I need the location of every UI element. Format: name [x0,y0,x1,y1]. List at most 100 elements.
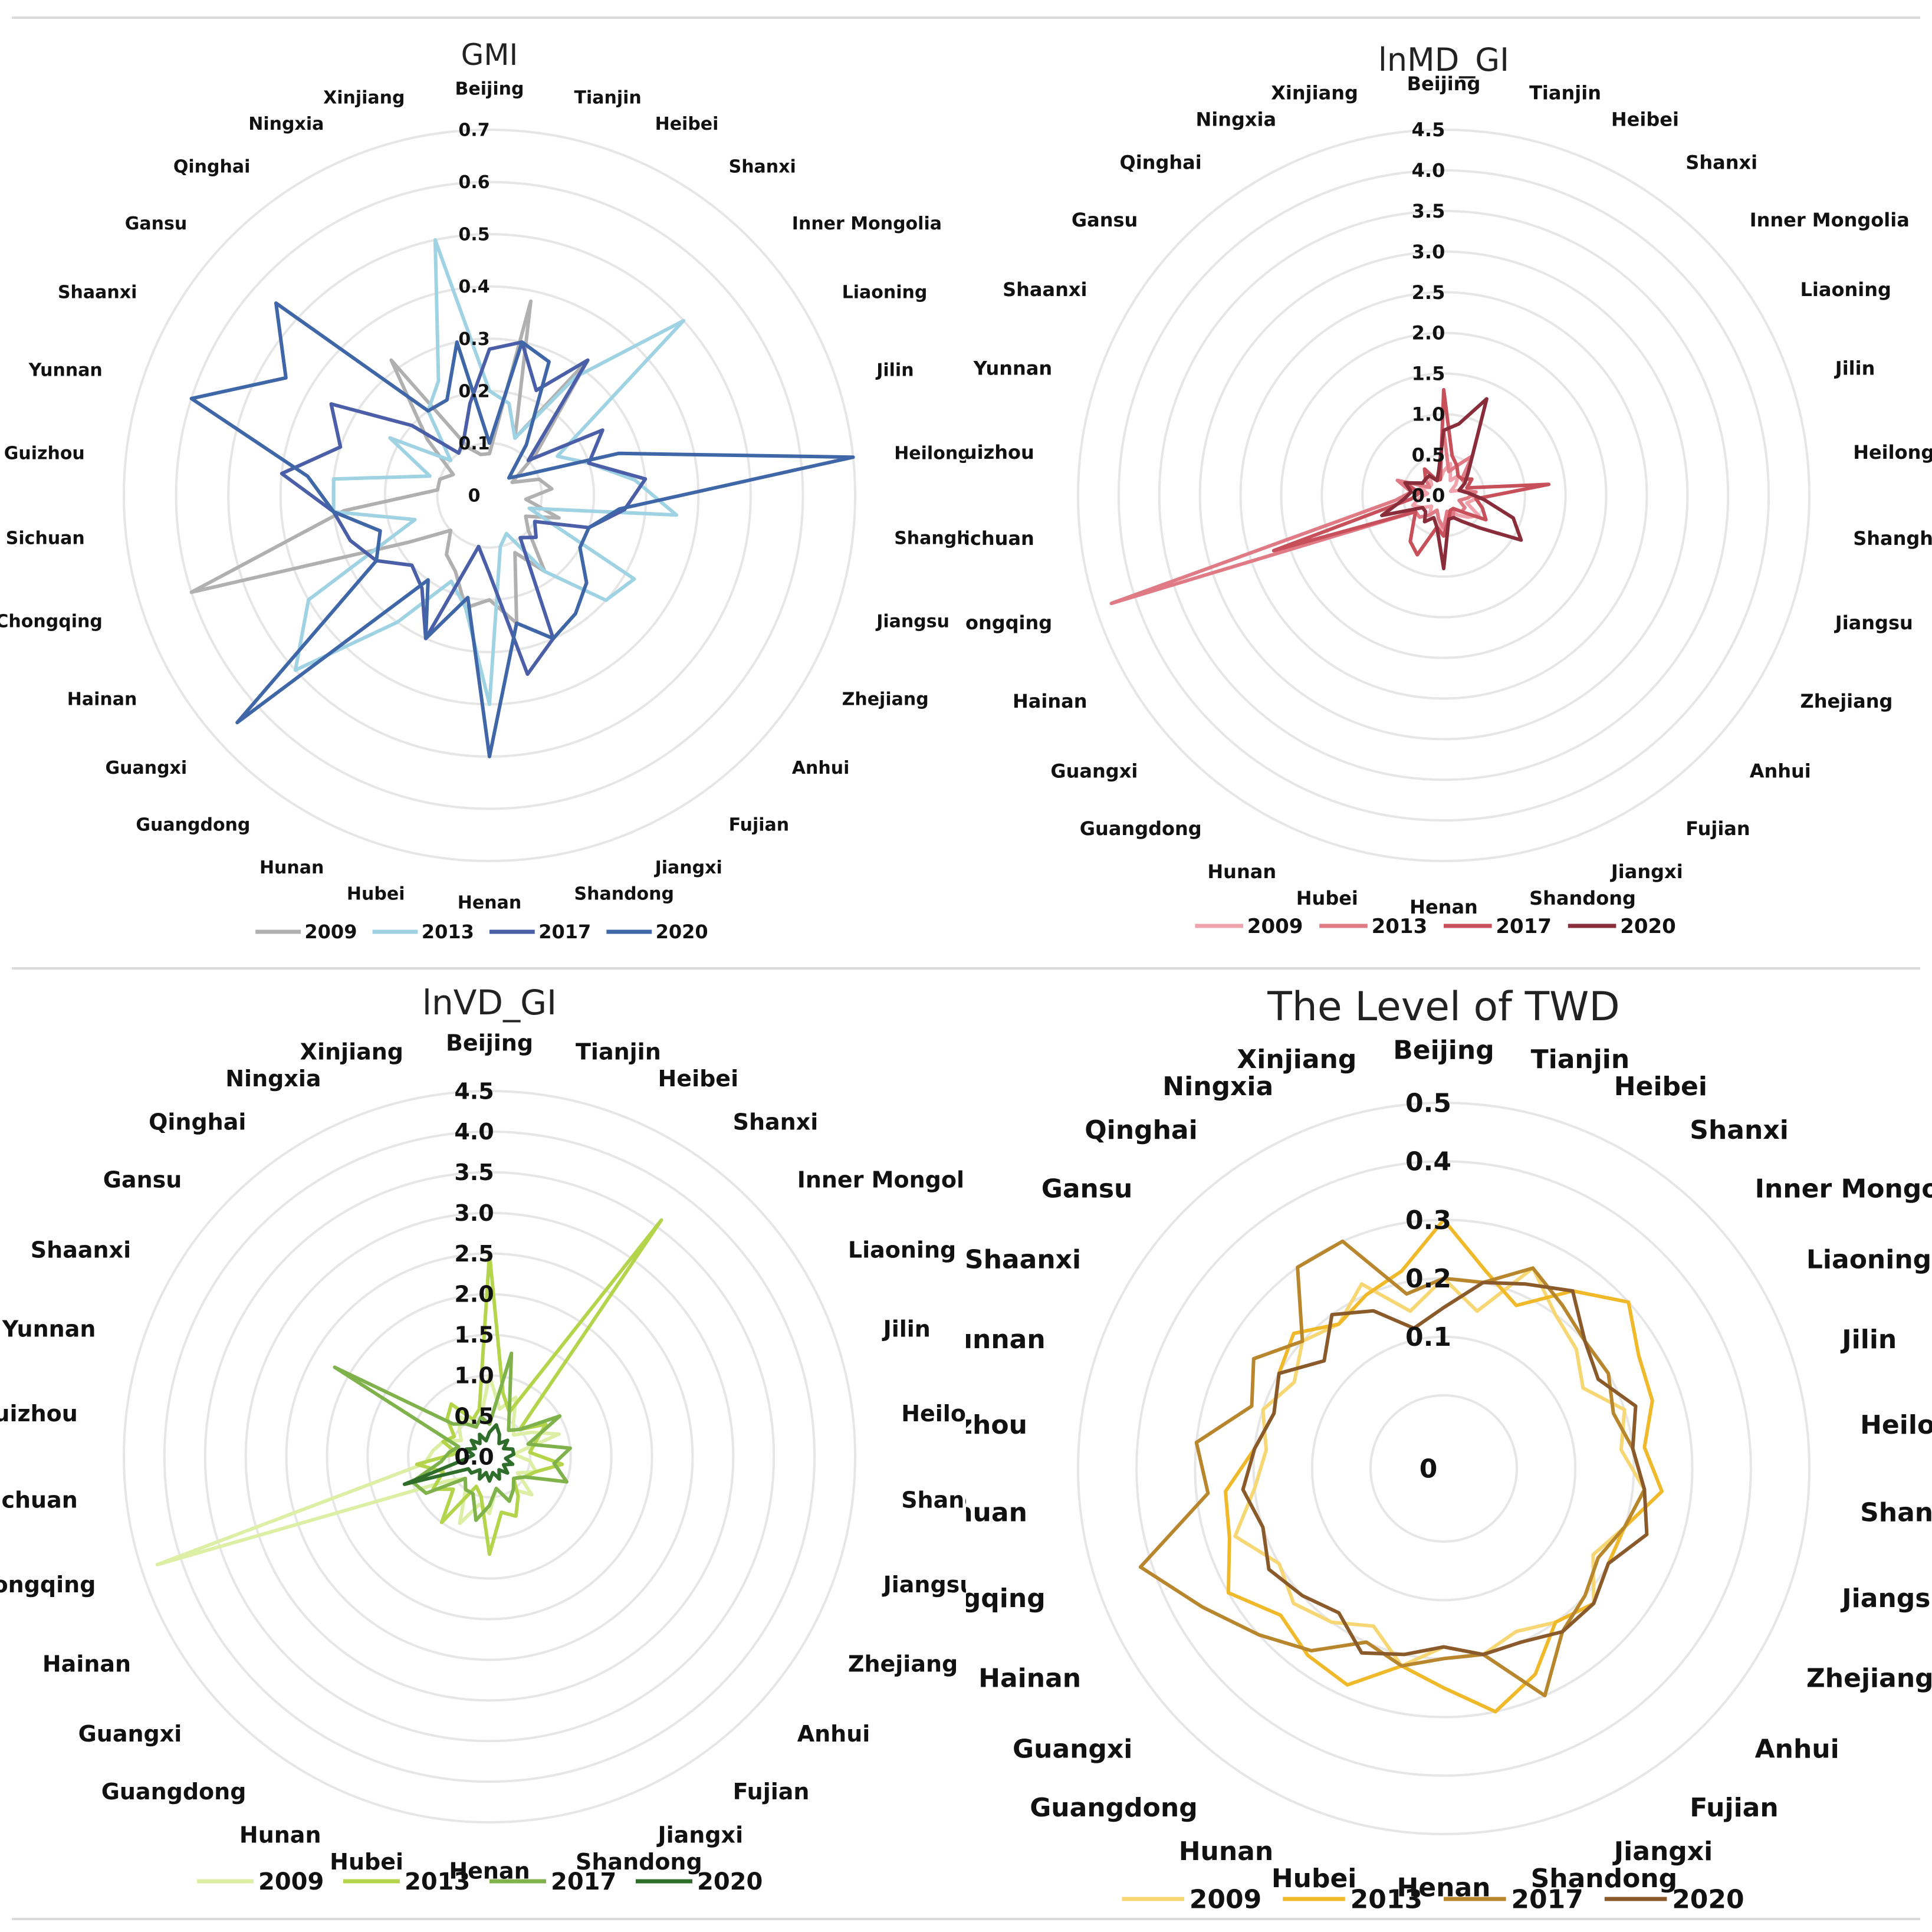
radar-grid [123,1090,856,1823]
category-label-heibei: Heibei [1614,1072,1707,1102]
category-label-inner-mongolia: Inner Mongolia [792,213,942,234]
legend-label-2009: 2009 [1190,1884,1261,1914]
category-label-guangxi: Guangxi [105,758,187,778]
tick-label: 1.5 [1412,363,1445,385]
category-label-liaoning: Liaoning [842,282,928,303]
category-label-fujian: Fujian [1690,1793,1778,1823]
category-label-jiangxi: Jiangxi [1612,1836,1713,1867]
tick-label: 0.3 [458,329,489,350]
category-label-guangdong: Guangdong [1080,817,1202,840]
category-label-shanghai: Shanghai [901,1487,966,1513]
series-2009-line [155,1374,561,1567]
tick-label: 0.0 [454,1444,494,1470]
tick-label: 0.4 [1405,1147,1451,1177]
tick-label: 0.1 [1405,1322,1451,1352]
tick-label: 1.0 [454,1363,494,1389]
grid-ring [436,442,543,549]
chart-title: GMI [461,38,518,72]
category-label-qinghai: Qinghai [1119,152,1201,174]
category-label-shaanxi: Shaanxi [31,1237,131,1263]
grid-ring [1077,129,1811,862]
tick-label: 0.3 [1405,1205,1451,1236]
middle-divider [12,967,1920,970]
category-label-zhejiang: Zhejiang [842,689,929,710]
category-label-qinghai: Qinghai [1085,1115,1197,1145]
legend-label-2017: 2017 [538,921,591,943]
category-label-shanxi: Shanxi [733,1109,819,1135]
category-label-zhejiang: Zhejiang [1800,690,1893,712]
category-label-hainan: Hainan [42,1651,131,1677]
grid-ring [123,129,856,862]
category-label-jilin: Jilin [882,1316,931,1342]
category-label-jilin: Jilin [875,360,914,380]
grid-ring [1280,331,1608,659]
tick-label: 3.5 [454,1159,494,1185]
category-label-liaoning: Liaoning [1806,1244,1931,1274]
legend-label-2013: 2013 [1351,1884,1422,1914]
category-label-anhui: Anhui [1750,760,1811,782]
series-2017-line [333,1351,572,1522]
category-label-anhui: Anhui [1755,1734,1839,1765]
category-label-chongqing: Chongqing [966,612,1052,634]
twd-level-radar-chart: The Level of TWD 0 0.1 0.2 0.3 0.4 0.5 Beijing T… [966,984,1932,1914]
series-2020-line [189,301,855,758]
category-label-jiangsu: Jiangsu [875,612,949,632]
category-label-jiangxi: Jiangxi [1610,860,1683,883]
category-label-guizhou: Guizhou [0,1401,78,1427]
category-label-shanxi: Shanxi [1685,152,1757,174]
grid-ring [1117,169,1770,822]
series-2013-line [415,1218,663,1556]
legend-label-2020: 2020 [1620,915,1676,938]
category-label-guangxi: Guangxi [1050,760,1138,782]
category-label-zhejiang: Zhejiang [848,1651,958,1677]
category-label-tianjin: Tianjin [1531,1044,1630,1075]
tick-label: 0.5 [454,1403,494,1429]
category-label-xinjiang: Xinjiang [1237,1044,1356,1075]
category-label-beijing: Beijing [446,1030,533,1056]
category-label-tianjin: Tianjin [576,1039,661,1065]
grid-ring [163,1130,816,1783]
category-label-jiangsu: Jiangsu [1840,1583,1932,1614]
category-label-shandong: Shandong [574,883,674,904]
category-label-shandong: Shandong [576,1849,702,1875]
tick-label: 4.5 [1412,119,1445,141]
category-label-hubei: Hubei [1271,1864,1357,1894]
tick-label: 0.5 [1412,443,1445,466]
category-label-shanghai: Shanghai [894,528,966,549]
tick-label: 0.1 [458,433,489,454]
category-label-tianjin: Tianjin [574,88,642,109]
tick-label: 3.0 [454,1200,494,1226]
category-label-sichuan: Sichuan [6,528,85,549]
category-label-ningxia: Ningxia [1162,1072,1273,1102]
category-label-fujian: Fujian [729,815,790,836]
tick-label: 2.0 [454,1282,494,1307]
category-label-guizhou: Guizhou [4,443,85,464]
series-2017-line [1138,1239,1647,1698]
category-label-inner-mongolia: Inner Mongolia [1750,209,1910,231]
category-label-liaoning: Liaoning [1800,278,1891,301]
legend: 2009 2013 2017 2020 [197,1868,763,1895]
tick-label: 3.0 [1412,241,1445,263]
tick-label: 0.7 [458,120,489,141]
category-label-heibei: Heibei [655,114,719,134]
category-label-tianjin: Tianjin [1529,82,1601,104]
legend: 2009 2013 2017 2020 [1122,1884,1744,1914]
grid-ring [1198,250,1689,741]
tick-label: 2.0 [1412,322,1445,344]
category-label-heilongjian: Heilongjian [901,1401,966,1427]
category-label-hunan: Hunan [239,1822,321,1848]
category-label-fujian: Fujian [1685,817,1750,840]
category-label-henan: Henan [1409,896,1478,918]
legend-label-2009: 2009 [1247,915,1303,938]
category-label-chongqing: Chongqing [966,1583,1046,1614]
tick-label: 0 [468,486,481,507]
category-label-yunnan: Yunnan [966,1325,1046,1355]
category-label-gansu: Gansu [103,1167,182,1193]
category-label-gansu: Gansu [125,213,187,234]
category-label-shandong: Shandong [1531,1864,1678,1894]
grid-ring [175,180,804,810]
grid-ring [366,1333,613,1580]
grid-ring [123,1090,856,1823]
grid-ring [244,1211,735,1702]
category-label-heilongjian: Heilongjian [894,443,966,464]
